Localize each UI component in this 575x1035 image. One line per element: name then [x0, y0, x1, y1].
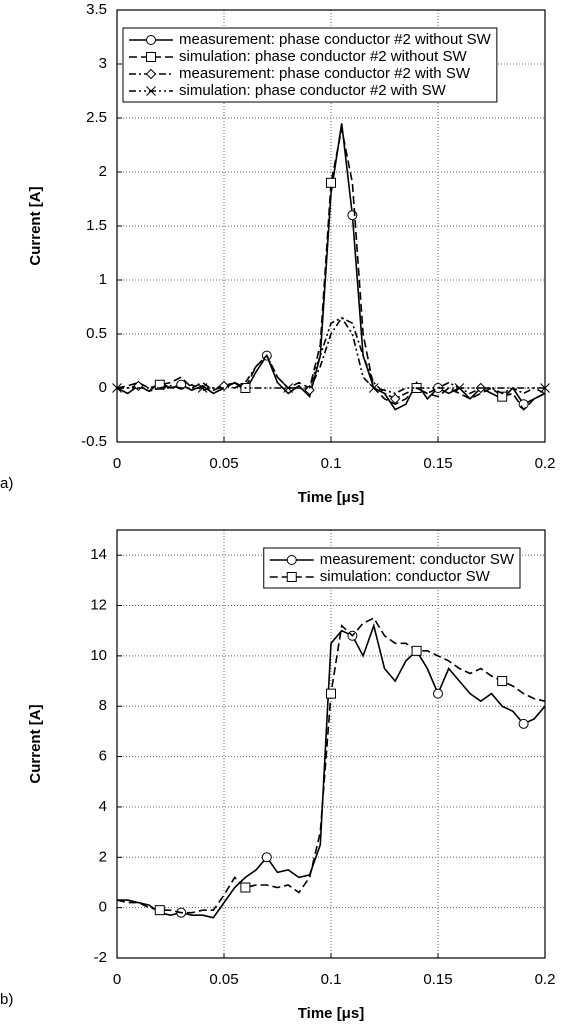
x-tick-label: 0.1: [321, 455, 342, 472]
x-tick-label: 0.15: [423, 455, 452, 472]
legend-label: measurement: phase conductor #2 without …: [179, 31, 492, 48]
x-tick-label: 0.2: [535, 455, 556, 472]
panel-label: a): [0, 475, 13, 492]
y-tick-label: 0.5: [86, 325, 107, 342]
marker: [454, 383, 465, 393]
x-axis-label: Time [μs]: [298, 489, 364, 506]
marker: [304, 384, 315, 396]
panel-label: b): [0, 991, 13, 1008]
y-axis-label: Current [A]: [27, 704, 44, 783]
x-tick-label: 0.05: [209, 971, 238, 988]
x-axis-label: Time [μs]: [298, 1005, 364, 1022]
marker: [154, 905, 165, 916]
plot-frame: [116, 9, 546, 443]
marker: [146, 52, 156, 62]
y-tick-label: 2: [99, 163, 107, 180]
y-tick-label: 4: [99, 798, 107, 815]
legend-box: [122, 27, 498, 103]
marker: [145, 68, 157, 80]
marker: [368, 383, 379, 393]
y-tick-label: 6: [99, 748, 107, 765]
marker: [326, 688, 336, 699]
y-tick-label: 1.5: [86, 217, 107, 234]
marker: [433, 688, 443, 699]
y-tick-label: 12: [90, 596, 107, 613]
series-line: [116, 128, 546, 411]
marker: [261, 852, 272, 863]
marker: [497, 391, 508, 402]
marker: [286, 572, 297, 582]
x-tick-label: 0.1: [321, 971, 342, 988]
legend-label: measurement: phase conductor #2 with SW: [179, 65, 471, 82]
y-tick-label: -0.5: [81, 433, 107, 450]
marker: [146, 35, 156, 45]
legend-label: simulation: phase conductor #2 with SW: [179, 82, 447, 99]
legend-label: simulation: phase conductor #2 without S…: [179, 48, 467, 65]
marker: [518, 718, 529, 729]
y-tick-label: 0: [99, 899, 107, 916]
y-tick-label: 3: [99, 55, 107, 72]
marker: [286, 555, 297, 565]
marker: [240, 882, 251, 893]
y-tick-label: 8: [99, 697, 107, 714]
series-line: [117, 316, 546, 400]
marker: [497, 676, 508, 687]
marker: [518, 399, 529, 410]
marker: [197, 383, 208, 393]
x-tick-label: 0.15: [423, 971, 452, 988]
legend: measurement: phase conductor #2 without …: [122, 27, 498, 103]
y-tick-label: 1: [99, 271, 107, 288]
marker: [411, 645, 422, 656]
x-tick-label: 0: [113, 971, 121, 988]
y-axis-label: Current [A]: [27, 186, 44, 265]
x-tick-label: 0.2: [535, 971, 556, 988]
x-tick-label: 0.05: [209, 455, 238, 472]
y-tick-label: 10: [90, 647, 107, 664]
y-tick-label: 2: [99, 848, 107, 865]
y-tick-label: 0: [99, 379, 107, 396]
series-line: [117, 622, 546, 919]
y-tick-label: 2.5: [86, 109, 107, 126]
marker: [326, 177, 336, 188]
marker: [112, 383, 122, 393]
y-tick-label: -2: [94, 949, 107, 966]
marker: [347, 210, 358, 221]
legend-label: simulation: conductor SW: [320, 568, 491, 585]
marker: [146, 86, 156, 96]
series-line: [117, 316, 545, 395]
y-tick-label: 3.5: [86, 1, 107, 18]
y-tick-label: 14: [90, 546, 107, 563]
marker: [283, 383, 294, 393]
marker: [154, 379, 165, 390]
x-tick-label: 0: [113, 455, 121, 472]
plot-frame: [116, 529, 546, 959]
legend-box: [263, 547, 521, 589]
legend-label: measurement: conductor SW: [320, 551, 515, 568]
marker: [389, 393, 401, 405]
marker: [540, 383, 550, 393]
